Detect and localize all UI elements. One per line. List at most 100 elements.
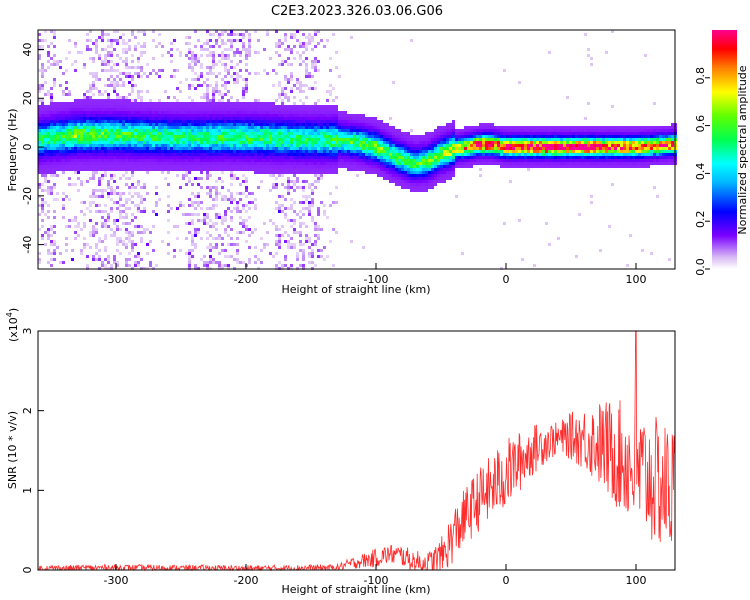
heatmap-cell xyxy=(302,138,305,141)
heatmap-cell xyxy=(422,165,425,168)
heatmap-cell xyxy=(167,183,170,186)
heatmap-cell xyxy=(305,135,308,138)
heatmap-cell xyxy=(263,138,266,141)
heatmap-cell xyxy=(206,90,209,93)
heatmap-cell xyxy=(320,39,323,42)
heatmap-cell xyxy=(182,162,185,165)
heatmap-cell xyxy=(77,165,80,168)
heatmap-cell xyxy=(299,120,302,123)
heatmap-cell xyxy=(56,144,59,147)
heatmap-cell xyxy=(281,117,284,120)
heatmap-cell xyxy=(122,153,125,156)
heatmap-cell xyxy=(323,165,326,168)
heatmap-cell xyxy=(272,159,275,162)
heatmap-cell xyxy=(167,195,170,198)
heatmap-cell xyxy=(173,225,176,228)
heatmap-cell xyxy=(410,144,413,147)
heatmap-cell xyxy=(59,159,62,162)
heatmap-cell xyxy=(317,228,320,231)
heatmap-cell xyxy=(104,264,107,267)
heatmap-cell xyxy=(371,117,374,120)
heatmap-cell xyxy=(176,69,179,72)
heatmap-cell xyxy=(176,135,179,138)
heatmap-cell xyxy=(59,66,62,69)
heatmap-cell xyxy=(107,69,110,72)
heatmap-cell xyxy=(206,123,209,126)
heatmap-cell xyxy=(440,180,443,183)
heatmap-cell xyxy=(515,165,518,168)
heatmap-cell xyxy=(86,117,89,120)
heatmap-cell xyxy=(269,165,272,168)
heatmap-cell xyxy=(218,45,221,48)
heatmap-cell xyxy=(431,186,434,189)
heatmap-cell xyxy=(38,165,41,168)
heatmap-cell xyxy=(236,231,239,234)
heatmap-cell xyxy=(74,156,77,159)
heatmap-cell xyxy=(320,126,323,129)
heatmap-cell xyxy=(143,138,146,141)
heatmap-cell xyxy=(308,108,311,111)
heatmap-cell xyxy=(128,117,131,120)
heatmap-cell xyxy=(275,30,278,33)
heatmap-cell xyxy=(143,165,146,168)
heatmap-cell xyxy=(497,150,500,153)
heatmap-cell xyxy=(80,102,83,105)
heatmap-cell xyxy=(122,117,125,120)
heatmap-cell xyxy=(404,153,407,156)
heatmap-cell xyxy=(167,168,170,171)
heatmap-cell xyxy=(338,141,341,144)
heatmap-cell xyxy=(191,168,194,171)
heatmap-cell xyxy=(116,162,119,165)
heatmap-cell xyxy=(497,129,500,132)
heatmap-cell xyxy=(398,180,401,183)
heatmap-cell xyxy=(41,189,44,192)
heatmap-cell xyxy=(239,102,242,105)
heatmap-cell xyxy=(146,243,149,246)
heatmap-cell xyxy=(86,96,89,99)
heatmap-cell xyxy=(140,30,143,33)
heatmap-cell xyxy=(173,135,176,138)
heatmap-cell xyxy=(95,195,98,198)
heatmap-cell xyxy=(98,138,101,141)
heatmap-cell xyxy=(155,126,158,129)
heatmap-cell xyxy=(107,180,110,183)
heatmap-cell xyxy=(281,105,284,108)
heatmap-cell xyxy=(176,174,179,177)
heatmap-cell xyxy=(314,129,317,132)
heatmap-cell xyxy=(329,147,332,150)
heatmap-cell xyxy=(419,153,422,156)
heatmap-cell xyxy=(476,135,479,138)
heatmap-cell xyxy=(128,159,131,162)
heatmap-cell xyxy=(260,156,263,159)
heatmap-cell xyxy=(314,69,317,72)
heatmap-cell xyxy=(410,129,413,132)
heatmap-cell xyxy=(107,135,110,138)
heatmap-cell xyxy=(299,111,302,114)
heatmap-cell xyxy=(74,237,77,240)
heatmap-cell xyxy=(167,111,170,114)
heatmap-cell xyxy=(185,114,188,117)
heatmap-cell xyxy=(284,198,287,201)
heatmap-cell xyxy=(269,102,272,105)
heatmap-cell xyxy=(308,75,311,78)
heatmap-cell xyxy=(293,102,296,105)
heatmap-cell xyxy=(470,150,473,153)
heatmap-cell xyxy=(92,108,95,111)
heatmap-cell xyxy=(47,261,50,264)
heatmap-cell xyxy=(119,141,122,144)
heatmap-cell xyxy=(308,240,311,243)
heatmap-cell xyxy=(233,144,236,147)
heatmap-cell xyxy=(98,54,101,57)
heatmap-cell xyxy=(71,162,74,165)
heatmap-cell xyxy=(476,159,479,162)
heatmap-cell xyxy=(110,150,113,153)
heatmap-cell xyxy=(506,165,509,168)
heatmap-cell xyxy=(188,129,191,132)
heatmap-cell xyxy=(227,147,230,150)
heatmap-cell xyxy=(392,180,395,183)
heatmap-cell xyxy=(89,57,92,60)
heatmap-cell xyxy=(431,144,434,147)
heatmap-cell xyxy=(416,171,419,174)
heatmap-cell xyxy=(440,165,443,168)
heatmap-cell xyxy=(470,135,473,138)
